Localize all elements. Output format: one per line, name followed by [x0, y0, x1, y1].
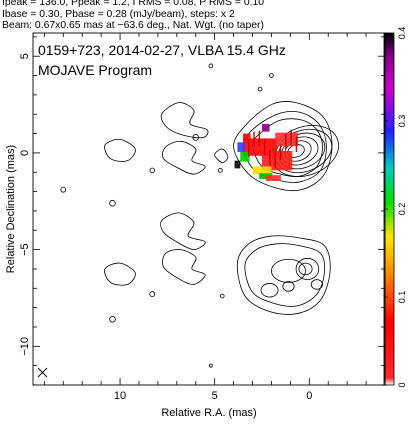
contour-line — [192, 134, 199, 141]
contour-line — [310, 279, 323, 290]
contour-line — [149, 167, 155, 174]
x-axis-title: Relative R.A. (mas) — [161, 407, 256, 419]
contour-line — [260, 283, 279, 298]
contour-line — [160, 212, 206, 251]
y-tick-label: 0 — [19, 150, 31, 156]
y-tick-label: 5 — [19, 53, 31, 59]
y-axis-title: Relative Declination (mas) — [5, 145, 17, 273]
contour-line — [109, 315, 116, 323]
colorbar-tick-label: 0.2 — [397, 203, 407, 216]
contour-line — [160, 102, 209, 139]
plot-frame — [32, 32, 386, 386]
y-tick-label: −5 — [19, 243, 31, 256]
header-line-1: Ipeak = 136.0, Ppeak = 1.2, I RMS = 0.08… — [2, 0, 265, 8]
contour-line — [214, 148, 229, 163]
polarization-patch — [237, 142, 245, 152]
contour-line — [252, 118, 323, 177]
contour-line — [104, 262, 136, 286]
colorbar-tick-label: 0.3 — [397, 115, 407, 128]
contour-line — [208, 63, 214, 69]
contour-line — [295, 257, 320, 280]
colorbar-tick-label: 0.4 — [397, 27, 407, 40]
contour-line — [162, 140, 206, 175]
contour-line — [257, 86, 263, 92]
polarization-patch — [243, 133, 251, 142]
contour-line — [298, 262, 313, 276]
polarization-patch — [240, 151, 250, 162]
header-line-2: Ibase = 0.30, Pbase = 0.28 (mJy/beam), s… — [2, 8, 235, 20]
contour-line — [244, 243, 326, 307]
contour-line — [219, 293, 225, 299]
polarization-patch — [261, 123, 270, 132]
contour-line — [104, 138, 136, 162]
contour-line — [60, 186, 67, 193]
contour-line — [162, 249, 206, 285]
contour-line — [272, 125, 339, 177]
polarization-patch — [252, 166, 272, 175]
contour-line — [233, 100, 333, 192]
contour-line — [269, 73, 274, 78]
x-tick-label: 5 — [212, 390, 218, 402]
beam-marker — [37, 367, 48, 378]
contour-line — [149, 291, 156, 298]
colorbar-tick-label: 0.1 — [397, 291, 407, 304]
contour-line — [236, 235, 331, 315]
contour-line — [109, 199, 116, 207]
x-tick-label: 10 — [114, 390, 126, 402]
contour-line — [271, 258, 306, 283]
plot-subtitle: MOJAVE Program — [38, 62, 152, 78]
plot-title: 0159+723, 2014-02-27, VLBA 15.4 GHz — [38, 42, 286, 58]
header-line-3: Beam: 0.67x0.65 mas at −63.6 deg., Nat. … — [2, 20, 264, 31]
x-tick-label: 0 — [306, 390, 312, 402]
contour-line — [218, 167, 223, 173]
axis-ticks: 10 5 0 5 0 −5 −10 — [19, 33, 386, 402]
polarization-patch — [234, 160, 241, 169]
contour-map — [60, 63, 339, 368]
contour-line — [208, 363, 213, 368]
colorbar-tick-label: 0 — [397, 382, 407, 387]
y-tick-label: −10 — [19, 337, 31, 356]
polarization-patch — [265, 175, 281, 181]
polarization-patch — [275, 132, 298, 147]
contour-line — [282, 281, 295, 292]
image-header: Ipeak = 136.0, Ppeak = 1.2, I RMS = 0.08… — [2, 0, 407, 32]
